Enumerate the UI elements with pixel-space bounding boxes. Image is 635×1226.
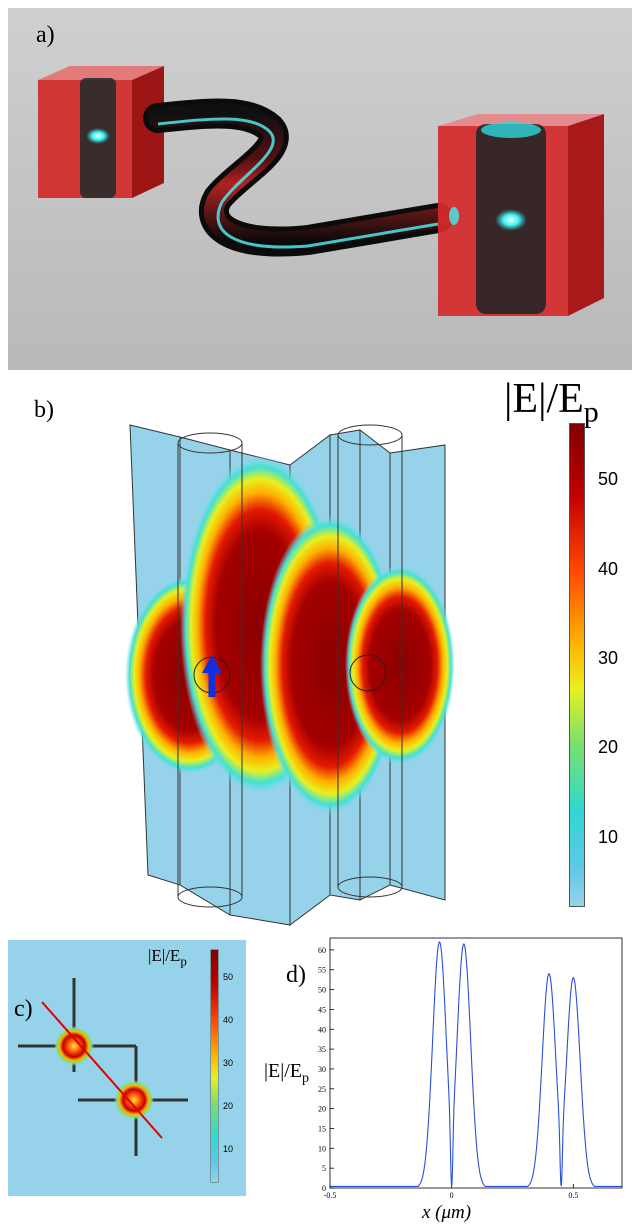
y-tick-label: 30: [318, 1065, 326, 1074]
y-tick-label: 25: [318, 1085, 326, 1094]
colorbar-b-tick: 10: [598, 827, 619, 847]
y-axis-label: |E|/Ep: [264, 1060, 309, 1086]
panel-a-label: a): [36, 22, 55, 48]
x-tick-label: -0.5: [324, 1191, 337, 1200]
y-tick-label: 45: [318, 1005, 326, 1014]
colorbar-b-tick: 40: [598, 559, 619, 579]
y-tick-label: 0: [322, 1184, 326, 1193]
x-tick-label: 0.5: [568, 1191, 578, 1200]
colorbar-c-title: |E|/Ep: [148, 946, 187, 969]
panel-c: c) |E|/Ep 50 40 30 20 10: [8, 940, 246, 1196]
panel-a: a): [8, 8, 632, 370]
panel-c-label: c): [14, 996, 33, 1022]
y-tick-label: 50: [318, 986, 326, 995]
y-tick-label: 40: [318, 1025, 326, 1034]
field-map-2d: [18, 949, 219, 1183]
y-tick-label: 10: [318, 1144, 326, 1153]
colorbar-c-tick: 50: [223, 972, 234, 982]
field-map-3d: [125, 424, 455, 926]
plot-frame: [329, 937, 623, 1189]
y-tick-label: 60: [318, 946, 326, 955]
colorbar-b-title: |E|/Ep: [504, 376, 599, 429]
colorbar-c-tick: 20: [223, 1101, 234, 1111]
colorbar-b-tick: 50: [598, 469, 619, 489]
colorbar-c-tick: 40: [223, 1015, 234, 1025]
panel-d-label: d): [286, 962, 306, 988]
colorbar-b-tick: 20: [598, 737, 619, 757]
x-tick-label: 0: [450, 1191, 454, 1200]
colorbar-b: [569, 423, 585, 907]
y-tick-label: 35: [318, 1045, 326, 1054]
panel-b-label: b): [34, 397, 54, 423]
panel-b: b): [0, 375, 635, 935]
x-axis-label: x (μm): [422, 1202, 472, 1223]
field-profile-line: [330, 941, 622, 1187]
colorbar-c-ticks: 50 40 30 20 10: [223, 950, 245, 1182]
colorbar-c-tick: 10: [223, 1144, 234, 1154]
colorbar-c: [211, 950, 218, 1182]
colorbar-c-tick: 30: [223, 1058, 234, 1068]
colorbar-b-ticks: 50 40 30 20 10: [598, 423, 635, 905]
colorbar-b-tick: 30: [598, 648, 619, 668]
y-tick-label: 15: [318, 1124, 326, 1133]
y-tick-label: 5: [322, 1164, 326, 1173]
y-tick-label: 20: [318, 1105, 326, 1114]
y-tick-label: 55: [318, 966, 326, 975]
waveguide-render: [8, 8, 632, 370]
panel-d: d) |E|/Ep x (μm) 0 5 10 15 20 25 30 35 40 45 50 55 6…: [248, 930, 635, 1226]
